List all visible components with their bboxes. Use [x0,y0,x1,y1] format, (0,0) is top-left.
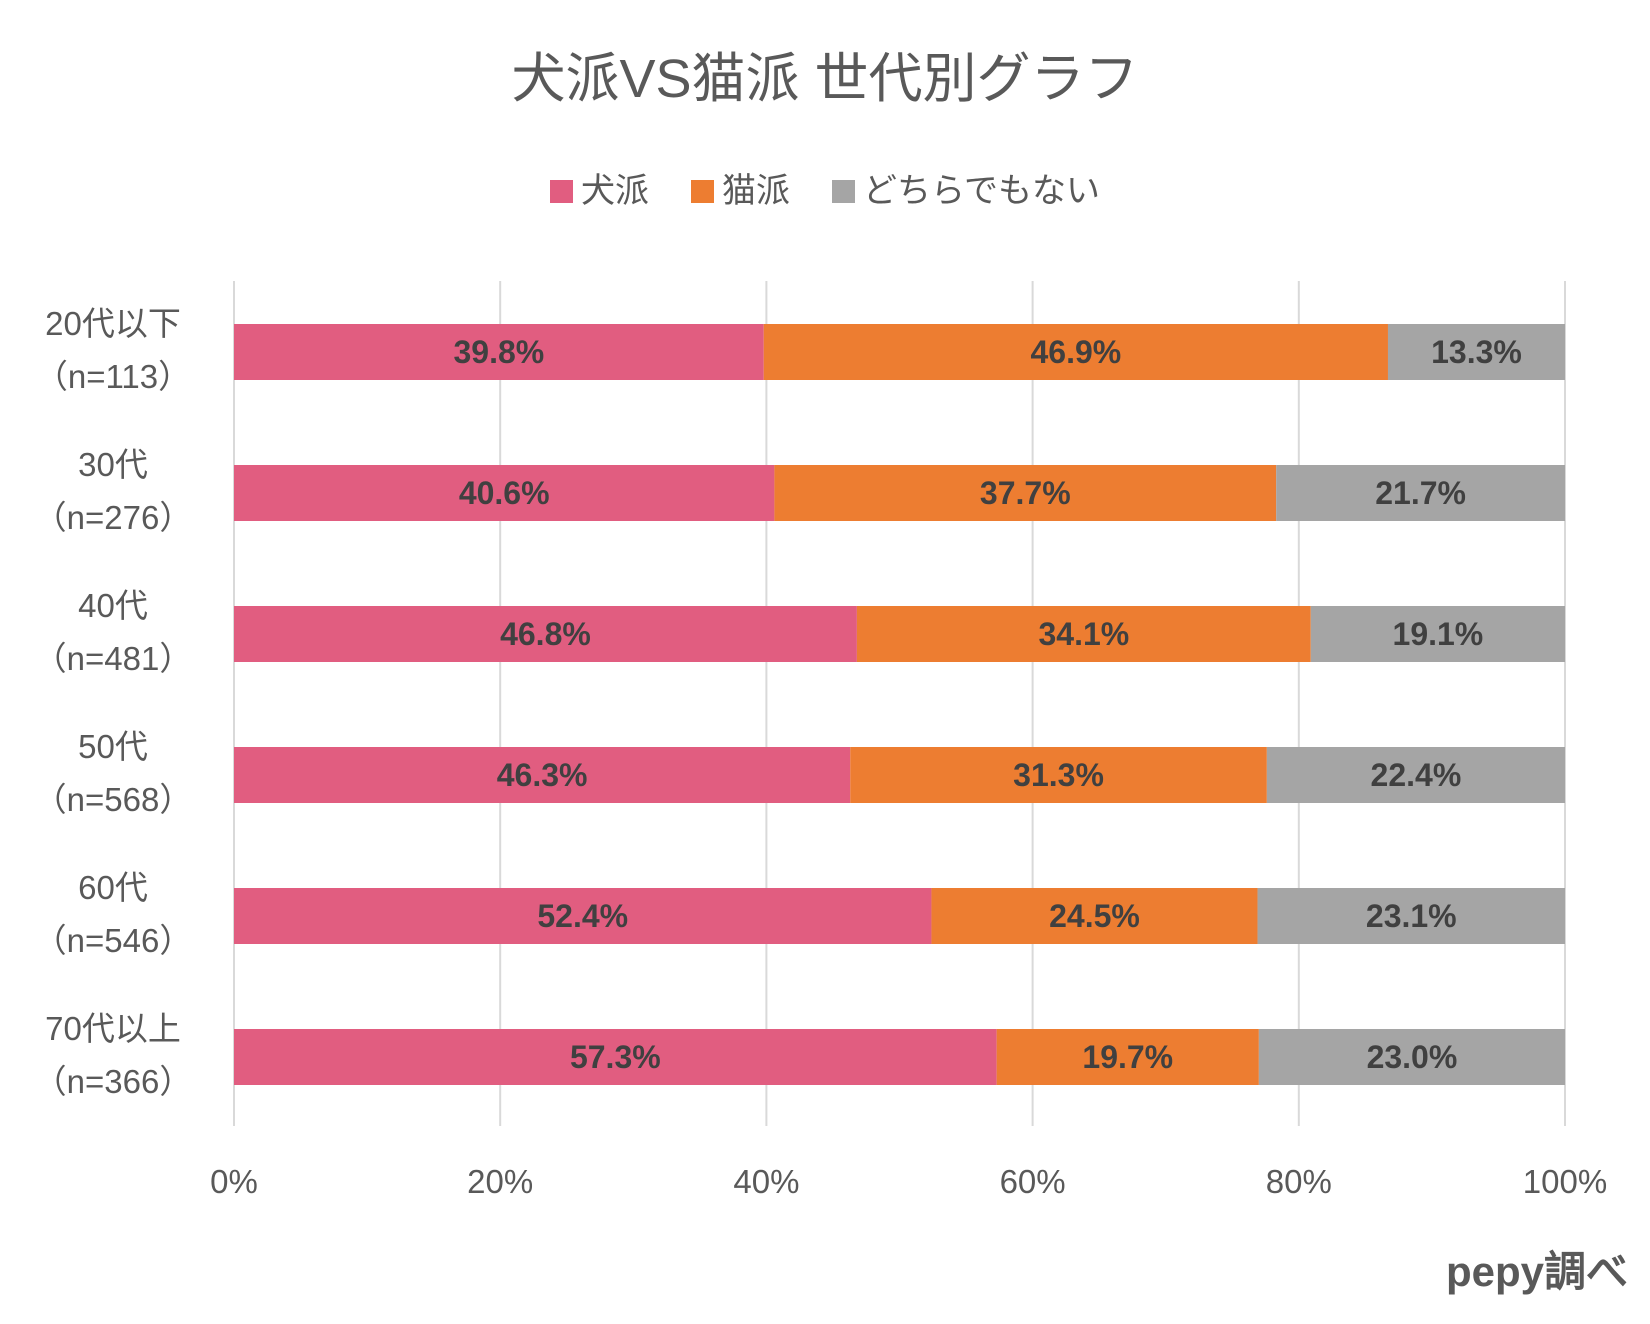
data-label: 39.8% [454,334,545,370]
source-credit: pepy調べ [1445,1248,1628,1295]
data-label: 37.7% [980,475,1071,511]
bar-segment [774,465,1277,521]
legend-label: 犬派 [581,172,649,210]
legend-item: 猫派 [691,168,790,214]
data-label: 31.3% [1013,757,1104,793]
data-label: 46.3% [497,757,588,793]
data-label: 24.5% [1049,898,1140,934]
bar-segment [856,606,1311,662]
legend-item: 犬派 [550,168,649,214]
bar-segment [1310,606,1565,662]
data-label: 46.8% [500,616,591,652]
bar-segment [763,324,1388,380]
category-label: 20代以下（n=113） [35,305,191,395]
legend-swatch [550,179,573,203]
bars [234,324,1565,1085]
chart-title: 犬派VS猫派 世代別グラフ [511,49,1139,109]
x-tick-label: 60% [1000,1163,1066,1200]
category-label: 40代（n=481） [34,587,193,677]
data-labels: 39.8% 46.9% 13.3% 40.6% 37.7% 21.7% 46.8% 34.1%… [454,334,1522,1075]
bar-segment [996,1029,1259,1085]
data-label: 23.1% [1366,898,1457,934]
data-label: 21.7% [1375,475,1466,511]
x-tick-label: 80% [1266,1163,1332,1200]
x-tick-label: 40% [733,1163,799,1200]
data-label: 57.3% [570,1039,661,1075]
axis-labels: 0% 20% 40% 60% 80% 100% 20代以下（n=113） 30代（n=276）… [34,305,1608,1200]
data-label: 34.1% [1038,616,1129,652]
data-label: 22.4% [1371,757,1462,793]
data-label: 19.7% [1082,1039,1173,1075]
legend-label: 猫派 [722,172,790,210]
legend-label: どちらでもない [863,172,1100,210]
bar-segment [1387,324,1565,380]
bar-segment [234,606,857,662]
data-label: 23.0% [1367,1039,1458,1075]
bar-segment [234,888,932,944]
gridlines [233,281,1566,1126]
data-label: 52.4% [537,898,628,934]
bar-segment [234,1029,997,1085]
bar-segment [1276,465,1565,521]
data-label: 40.6% [459,475,550,511]
bar-segment [931,888,1258,944]
bar-segment [234,747,851,803]
x-tick-label: 0% [210,1163,258,1200]
data-label: 46.9% [1030,334,1121,370]
legend-item: どちらでもない [832,168,1100,214]
category-label: 70代以上（n=366） [34,1010,193,1100]
data-label: 19.1% [1393,616,1484,652]
bar-segment [234,324,764,380]
category-label: 30代（n=276） [34,446,193,536]
legend: 犬派 猫派 どちらでもない [0,168,1650,214]
x-tick-label: 20% [467,1163,533,1200]
bar-segment [1266,747,1565,803]
legend-swatch [691,179,714,203]
category-label: 50代（n=568） [34,728,193,818]
x-tick-label: 100% [1523,1163,1607,1200]
bar-segment [1258,1029,1565,1085]
bar-segment [1257,888,1565,944]
data-label: 13.3% [1431,334,1522,370]
category-label: 60代（n=546） [34,869,193,959]
bar-segment [234,465,775,521]
bar-segment [850,747,1267,803]
legend-swatch [832,179,855,203]
